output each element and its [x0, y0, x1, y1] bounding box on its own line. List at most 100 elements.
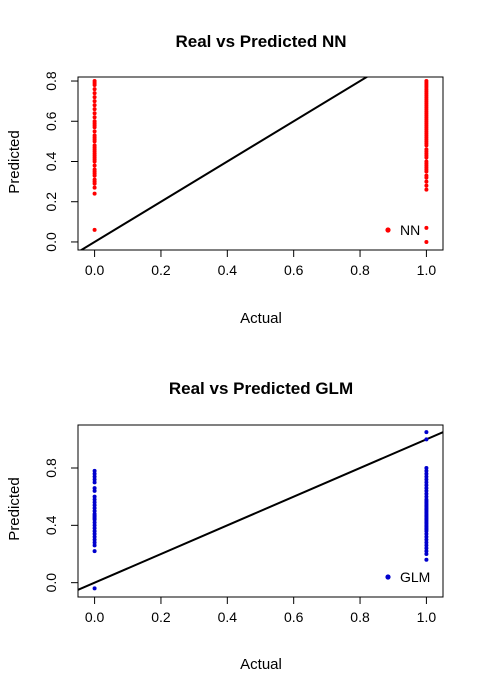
legend-label: GLM	[400, 569, 430, 585]
data-point	[424, 534, 429, 539]
data-point	[92, 143, 97, 148]
x-axis-label: Actual	[240, 310, 282, 327]
data-point	[92, 474, 97, 479]
data-point	[424, 497, 429, 502]
data-point	[92, 111, 97, 116]
data-point	[92, 477, 97, 482]
data-point	[424, 159, 429, 164]
data-point	[92, 543, 97, 548]
data-point	[424, 147, 429, 152]
data-point	[92, 523, 97, 528]
data-point	[92, 471, 97, 476]
data-point	[92, 520, 97, 525]
x-tick-label: 0.2	[151, 609, 171, 625]
y-tick-label: 0.6	[43, 111, 59, 131]
y-tick-label: 0.2	[43, 192, 59, 212]
data-point	[424, 540, 429, 545]
data-point	[424, 531, 429, 536]
data-point	[424, 552, 429, 556]
data-point	[424, 466, 429, 470]
data-point	[424, 537, 429, 542]
data-point	[92, 509, 97, 513]
x-tick-label: 1.0	[417, 262, 437, 278]
plot-frame	[77, 424, 444, 598]
data-point	[92, 87, 97, 92]
data-point	[92, 500, 97, 505]
plot-frame	[77, 76, 444, 251]
x-tick-label: 0.8	[350, 609, 370, 625]
data-point	[92, 468, 97, 473]
x-tick-label: 0.2	[151, 262, 171, 278]
data-point	[92, 163, 97, 168]
data-point	[92, 529, 97, 534]
data-point	[424, 437, 429, 442]
data-point	[424, 471, 429, 476]
x-tick-label: 0.4	[218, 609, 238, 625]
data-point	[92, 107, 97, 112]
data-point	[92, 115, 97, 120]
legend-label: NN	[400, 222, 420, 238]
data-point	[92, 497, 97, 502]
chart-panel-glm: Real vs Predicted GLM Predicted Actual 0…	[6, 379, 444, 673]
data-point	[92, 537, 97, 542]
data-point	[92, 503, 97, 508]
data-point	[92, 526, 97, 531]
data-point	[92, 185, 97, 190]
data-point	[92, 531, 97, 536]
data-point	[424, 430, 429, 435]
legend-marker	[385, 574, 391, 580]
data-point	[424, 491, 429, 496]
data-point	[424, 173, 429, 178]
data-point	[92, 133, 97, 138]
x-tick-label: 0.4	[218, 262, 238, 278]
y-tick-label: 0.0	[43, 232, 59, 252]
chart-title: Real vs Predicted GLM	[169, 379, 353, 398]
data-point	[424, 477, 429, 482]
plot-area: 0.0 0.2 0.4 0.6 0.8 1.0 0.0 0.2 0.4 0.6 0.8 NN	[43, 71, 444, 278]
y-tick-label: 0.4	[43, 515, 59, 535]
data-point	[424, 483, 429, 488]
data-point	[424, 79, 429, 84]
data-point	[92, 511, 97, 516]
y-tick-label: 0.8	[43, 458, 59, 478]
data-point	[92, 506, 97, 511]
data-point	[92, 480, 97, 485]
data-point	[92, 494, 97, 499]
data-point	[92, 119, 97, 124]
data-point	[424, 480, 429, 485]
x-tick-label: 0.6	[284, 609, 304, 625]
chart-title: Real vs Predicted NN	[175, 32, 346, 51]
data-point	[424, 543, 429, 548]
x-tick-label: 0.8	[350, 262, 370, 278]
x-tick-label: 0.6	[284, 262, 304, 278]
data-point	[92, 167, 97, 172]
legend-marker	[385, 227, 391, 233]
data-point	[424, 474, 429, 479]
data-point	[424, 239, 429, 244]
data-point	[92, 177, 97, 182]
data-point	[92, 586, 97, 591]
reference-line	[79, 77, 369, 250]
data-point	[424, 179, 429, 184]
x-tick-label: 1.0	[417, 609, 437, 625]
data-point	[92, 540, 97, 545]
y-tick-label: 0.8	[43, 71, 59, 91]
data-point	[424, 468, 429, 473]
chart-panel-nn: Real vs Predicted NN Predicted Actual 0.…	[6, 32, 444, 327]
data-point	[92, 488, 97, 493]
data-point	[424, 494, 429, 499]
data-point	[92, 486, 97, 491]
data-point	[92, 227, 97, 232]
plot-area: 0.0 0.2 0.4 0.6 0.8 1.0 0.0 0.4 0.8 GLM	[43, 424, 444, 625]
data-point	[424, 549, 429, 554]
data-point	[92, 549, 97, 554]
data-point	[424, 546, 429, 551]
x-tick-label: 0.0	[85, 609, 105, 625]
data-point	[424, 187, 429, 192]
y-axis-label: Predicted	[6, 477, 23, 540]
y-tick-label: 0.0	[43, 573, 59, 593]
reference-line	[78, 431, 443, 591]
data-point	[424, 557, 429, 562]
data-point	[92, 129, 97, 134]
